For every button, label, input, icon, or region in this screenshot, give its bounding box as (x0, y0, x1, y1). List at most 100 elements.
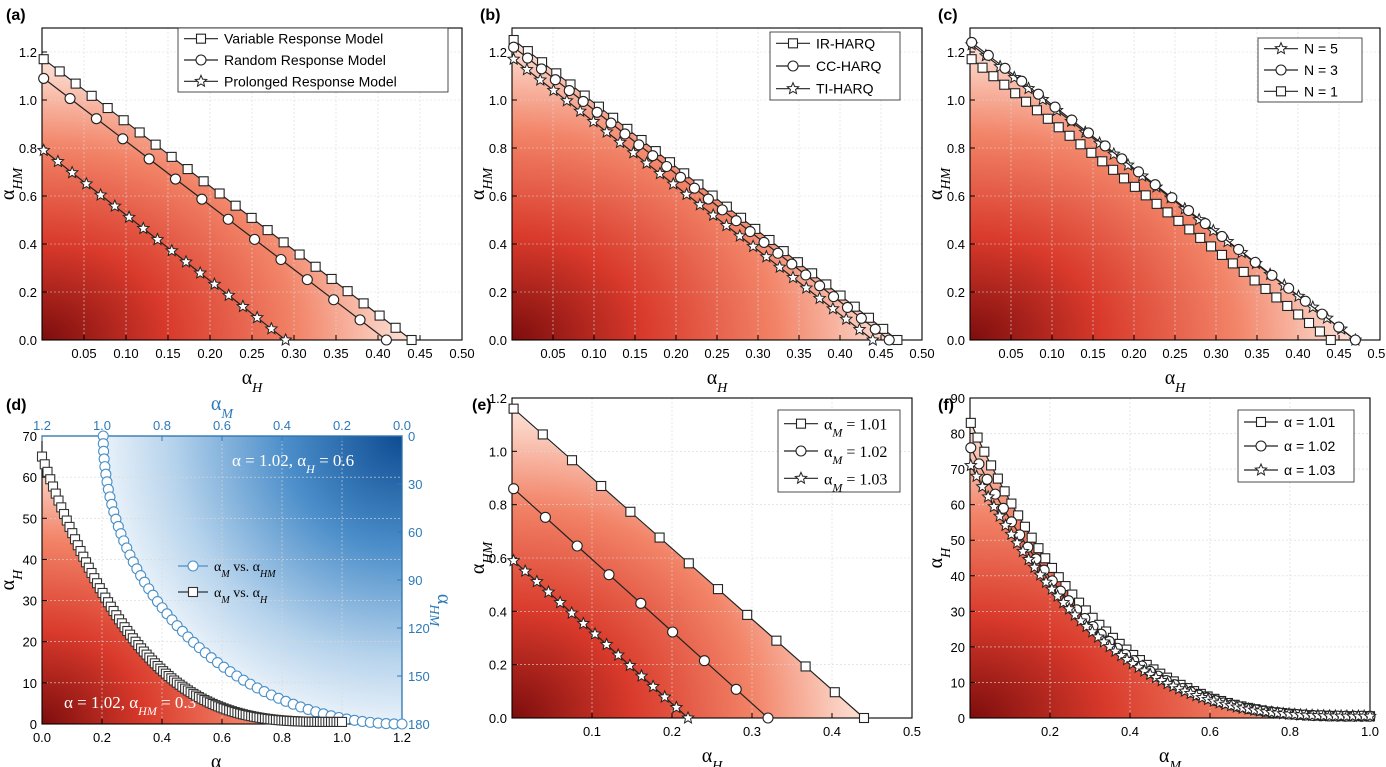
data-point (800, 269, 812, 281)
data-point (1021, 96, 1032, 107)
data-point (235, 299, 250, 313)
y-tick-label: 10 (23, 676, 37, 691)
data-point (143, 153, 155, 165)
x-tick-label: 0.50 (449, 346, 474, 361)
data-point (294, 249, 305, 260)
data-point (1137, 663, 1152, 677)
series-line-e-2 (513, 560, 689, 719)
y-tick-label: 0.6 (489, 551, 507, 566)
data-point (1085, 624, 1100, 638)
data-point (164, 243, 179, 257)
legend-marker (795, 418, 807, 429)
data-point (506, 51, 521, 66)
data-point (975, 479, 990, 493)
data-point (374, 310, 385, 321)
x-tick-label: 0.20 (197, 346, 222, 361)
y-tick-label: 0.4 (489, 237, 507, 252)
data-point (1293, 309, 1304, 320)
plot-frame-f (969, 397, 1371, 719)
data-point (117, 133, 129, 145)
y-axis-label-f: αH (925, 547, 954, 568)
data-point (855, 312, 867, 324)
y-tick-label: 40 (951, 569, 965, 584)
data-point (771, 635, 782, 646)
data-point (1184, 224, 1195, 235)
right-y-tick-label: 30 (408, 477, 422, 492)
legend-marker (187, 586, 199, 598)
x-tick-label: 0.50 (1367, 346, 1386, 361)
data-point (1140, 190, 1151, 201)
x-axis-label-b: αH (707, 367, 728, 396)
series-a-0 (38, 54, 417, 346)
y-tick-label: 60 (951, 498, 965, 513)
data-point (38, 54, 49, 65)
series-line-c-2 (971, 58, 1332, 341)
data-point (716, 204, 728, 216)
legend-marker (194, 74, 208, 88)
data-point (799, 280, 814, 294)
data-point (1260, 283, 1271, 294)
x-tick-label: 0.20 (663, 346, 688, 361)
y-tick-label: 0.2 (489, 285, 507, 300)
data-point (1299, 295, 1311, 307)
data-point (1206, 241, 1217, 252)
data-point (657, 689, 672, 703)
y-axis-label-a: αHM (0, 167, 26, 201)
panel-a: 0.05 0.10 0.15 0.20 0.25 0.30 0.35 0.40 0.45 0.50… (0, 7, 475, 396)
data-point (800, 661, 811, 672)
y-tick-label: 0.4 (489, 604, 507, 619)
x-tick-label: 0.10 (581, 346, 606, 361)
data-point (1316, 308, 1328, 320)
data-point (506, 553, 521, 567)
legend-marker (795, 445, 807, 457)
data-point (537, 429, 548, 440)
data-point (250, 310, 265, 324)
data-point (746, 239, 761, 253)
legend-marker (187, 560, 199, 572)
y-tick-label: 0.6 (489, 189, 507, 204)
data-point (1266, 269, 1278, 281)
data-point (549, 74, 561, 86)
panel-f: 0.2 0.4 0.6 0.8 1.0 0 10 20 30 40 50 60 70 80 90(f) αM α… (925, 391, 1379, 767)
data-point (1006, 498, 1017, 509)
y-tick-label: 0.8 (489, 141, 507, 156)
series-e-2 (506, 553, 695, 724)
data-point (577, 95, 589, 107)
data-point (518, 563, 533, 578)
right-y-tick-label: 120 (408, 621, 430, 636)
data-point (150, 232, 165, 246)
top-x-tick-label: 1.2 (33, 418, 51, 433)
data-point (966, 54, 977, 65)
data-point (1233, 243, 1245, 255)
data-point (1082, 127, 1094, 139)
data-point (586, 114, 601, 128)
data-point (122, 210, 137, 224)
data-point (654, 532, 665, 543)
data-point (1021, 81, 1036, 95)
data-point (221, 288, 236, 302)
data-point (681, 710, 695, 724)
data-point (762, 712, 774, 724)
data-point (566, 455, 578, 466)
legend-label: αM vs. αH (214, 586, 268, 606)
data-point (661, 160, 673, 173)
data-point (999, 486, 1010, 497)
data-point (529, 574, 544, 588)
data-point (564, 605, 579, 620)
data-point (839, 311, 854, 326)
data-point (70, 78, 81, 89)
data-point (1333, 321, 1345, 333)
data-point (812, 291, 827, 305)
data-point (1010, 88, 1021, 99)
data-point (1173, 215, 1184, 226)
data-point (963, 458, 978, 472)
y-tick-label: 1.2 (489, 391, 507, 406)
x-tick-label: 1.2 (393, 730, 411, 745)
right-y-tick-label: 150 (408, 669, 430, 684)
x-tick-label: 0.40 (365, 346, 390, 361)
right-y-tick-label: 0 (408, 429, 415, 444)
data-point (646, 679, 661, 693)
data-point (730, 215, 742, 227)
legend-label: α = 1.02 (1284, 438, 1336, 454)
data-point (508, 41, 520, 53)
